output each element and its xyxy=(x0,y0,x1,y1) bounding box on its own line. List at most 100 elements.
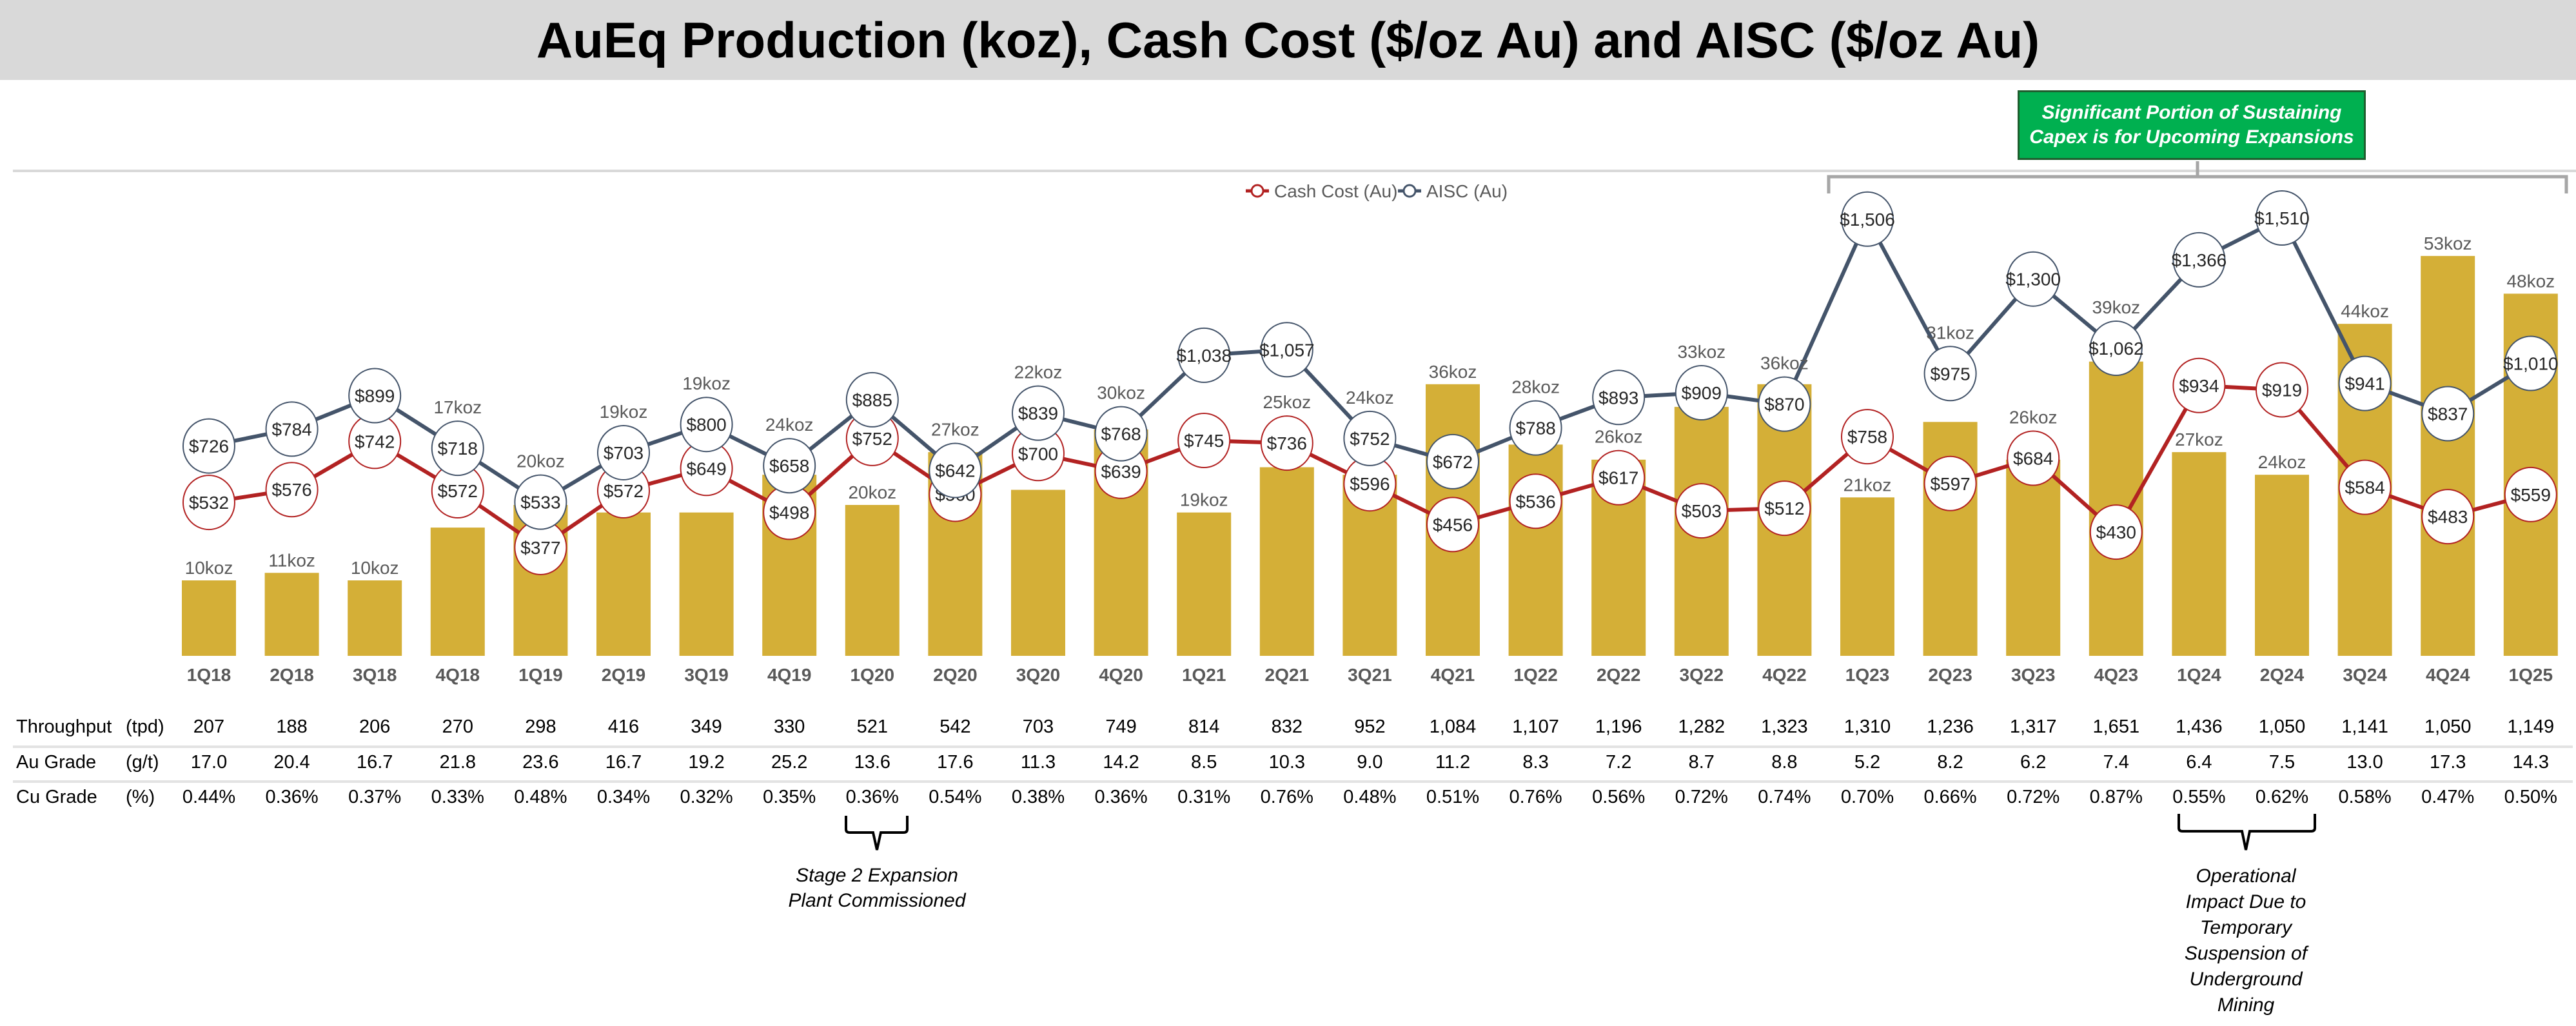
table-cell: 6.2 xyxy=(2020,752,2046,773)
cash-cost-label: $684 xyxy=(2013,449,2053,469)
table-cell: 1,310 xyxy=(1844,716,1891,737)
aisc-label: $1,510 xyxy=(2254,208,2310,228)
x-tick-label: 4Q22 xyxy=(1762,665,1807,685)
cash-cost-label: $572 xyxy=(438,481,478,501)
aisc-label: $1,010 xyxy=(2503,353,2559,373)
chart-title: AuEq Production (koz), Cash Cost ($/oz A… xyxy=(536,11,2040,68)
title-bar: AuEq Production (koz), Cash Cost ($/oz A… xyxy=(0,0,2576,80)
production-bar xyxy=(596,512,651,656)
cash-cost-marker xyxy=(1426,497,1479,553)
production-label: 24koz xyxy=(1346,388,1394,408)
aisc-marker xyxy=(1177,327,1231,383)
aisc-marker xyxy=(2007,251,2060,307)
x-tick-label: 1Q18 xyxy=(187,665,231,685)
cash-cost-label: $584 xyxy=(2345,478,2384,498)
aisc-label: $642 xyxy=(935,460,975,480)
table-cell: 8.7 xyxy=(1689,752,1715,773)
aisc-label: $658 xyxy=(769,456,809,476)
table-cell: 0.58% xyxy=(2338,787,2391,807)
cash-cost-marker xyxy=(1260,415,1313,471)
legend-aisc-label: AISC (Au) xyxy=(1426,181,1508,201)
cash-cost-marker xyxy=(2089,504,2143,560)
table-cell: 0.55% xyxy=(2172,787,2225,807)
aisc-label: $975 xyxy=(1930,364,1970,384)
stage2-brace xyxy=(845,816,909,851)
production-bar xyxy=(1259,467,1314,656)
row-unit: (%) xyxy=(126,787,155,807)
annotation-line: Operational xyxy=(2196,865,2296,887)
production-label: 24koz xyxy=(2258,452,2306,472)
cash-cost-marker xyxy=(1177,413,1231,469)
legend-aisc-marker xyxy=(1402,184,1417,198)
x-tick-label: 4Q19 xyxy=(767,665,812,685)
callout-line: Significant Portion of Sustaining xyxy=(2041,102,2342,123)
table-cell: 330 xyxy=(774,716,805,737)
x-tick-label: 1Q25 xyxy=(2509,665,2553,685)
table-cell: 0.36% xyxy=(1094,787,1147,807)
aisc-marker xyxy=(1509,400,1562,456)
x-tick-label: 3Q20 xyxy=(1016,665,1061,685)
table-cell: 1,323 xyxy=(1761,716,1808,737)
annotation-line: Mining xyxy=(2217,994,2275,1016)
production-label: 22koz xyxy=(1014,362,1063,382)
table-cell: 0.76% xyxy=(1509,787,1562,807)
x-tick-label: 1Q23 xyxy=(1845,665,1890,685)
aisc-marker xyxy=(2338,355,2392,411)
production-bar xyxy=(1840,497,1894,656)
x-tick-label: 2Q18 xyxy=(270,665,314,685)
production-bar xyxy=(348,580,402,656)
x-tick-label: 4Q20 xyxy=(1099,665,1143,685)
operational-brace xyxy=(2178,814,2316,851)
production-label: 10koz xyxy=(351,558,399,578)
table-cell: 8.3 xyxy=(1522,752,1548,773)
annotation-line: Suspension of xyxy=(2185,943,2309,964)
production-label: 33koz xyxy=(1677,342,1726,362)
table-cell: 0.62% xyxy=(2256,787,2308,807)
x-tick-label: 3Q22 xyxy=(1680,665,1724,685)
cash-cost-marker xyxy=(1675,483,1728,539)
aisc-marker xyxy=(1012,385,1065,441)
cash-cost-marker xyxy=(2172,357,2226,413)
callout-line: Capex is for Upcoming Expansions xyxy=(2029,126,2354,148)
x-tick-label: 1Q22 xyxy=(1513,665,1558,685)
x-tick-label: 1Q20 xyxy=(850,665,895,685)
table-cell: 1,651 xyxy=(2093,716,2140,737)
cash-cost-marker xyxy=(1509,473,1562,529)
cash-cost-label: $430 xyxy=(2096,522,2136,542)
table-cell: 0.34% xyxy=(597,787,650,807)
aisc-label: $899 xyxy=(355,386,395,406)
cash-cost-label: $700 xyxy=(1018,444,1058,464)
table-cell: 1,196 xyxy=(1595,716,1642,737)
table-cell: 0.31% xyxy=(1177,787,1230,807)
table-cell: 11.2 xyxy=(1435,752,1470,773)
production-label: 39koz xyxy=(2092,297,2140,317)
table-cell: 23.6 xyxy=(522,752,558,773)
aisc-label: $533 xyxy=(520,493,560,513)
expansion-bracket xyxy=(1827,161,2568,193)
aisc-marker xyxy=(845,371,899,428)
production-label: 25koz xyxy=(1263,392,1311,412)
aisc-marker xyxy=(182,418,235,474)
table-cell: 1,282 xyxy=(1678,716,1726,737)
table-cell: 0.54% xyxy=(929,787,981,807)
annotation-line: Plant Commissioned xyxy=(788,890,966,911)
aisc-label: $1,062 xyxy=(2089,339,2144,359)
x-tick-label: 4Q18 xyxy=(436,665,480,685)
x-tick-label: 2Q24 xyxy=(2260,665,2305,685)
cost-lines: $532$576$742$572$377$572$649$498$752$560… xyxy=(182,190,2559,575)
aisc-label: $672 xyxy=(1433,452,1473,472)
table-cell: 814 xyxy=(1188,716,1219,737)
aisc-marker xyxy=(348,368,402,424)
table-cell: 17.6 xyxy=(937,752,973,773)
table-cell: 1,050 xyxy=(2259,716,2306,737)
aisc-label: $752 xyxy=(1350,429,1390,449)
cash-cost-label: $536 xyxy=(1515,491,1555,511)
table-cell: 11.3 xyxy=(1021,752,1056,773)
x-tick-label: 1Q21 xyxy=(1182,665,1226,685)
table-cell: 13.0 xyxy=(2346,752,2383,773)
table-cell: 349 xyxy=(691,716,722,737)
table-cell: 749 xyxy=(1105,716,1136,737)
table-cell: 20.4 xyxy=(273,752,310,773)
production-bar xyxy=(2172,452,2227,656)
table-cell: 0.32% xyxy=(680,787,732,807)
